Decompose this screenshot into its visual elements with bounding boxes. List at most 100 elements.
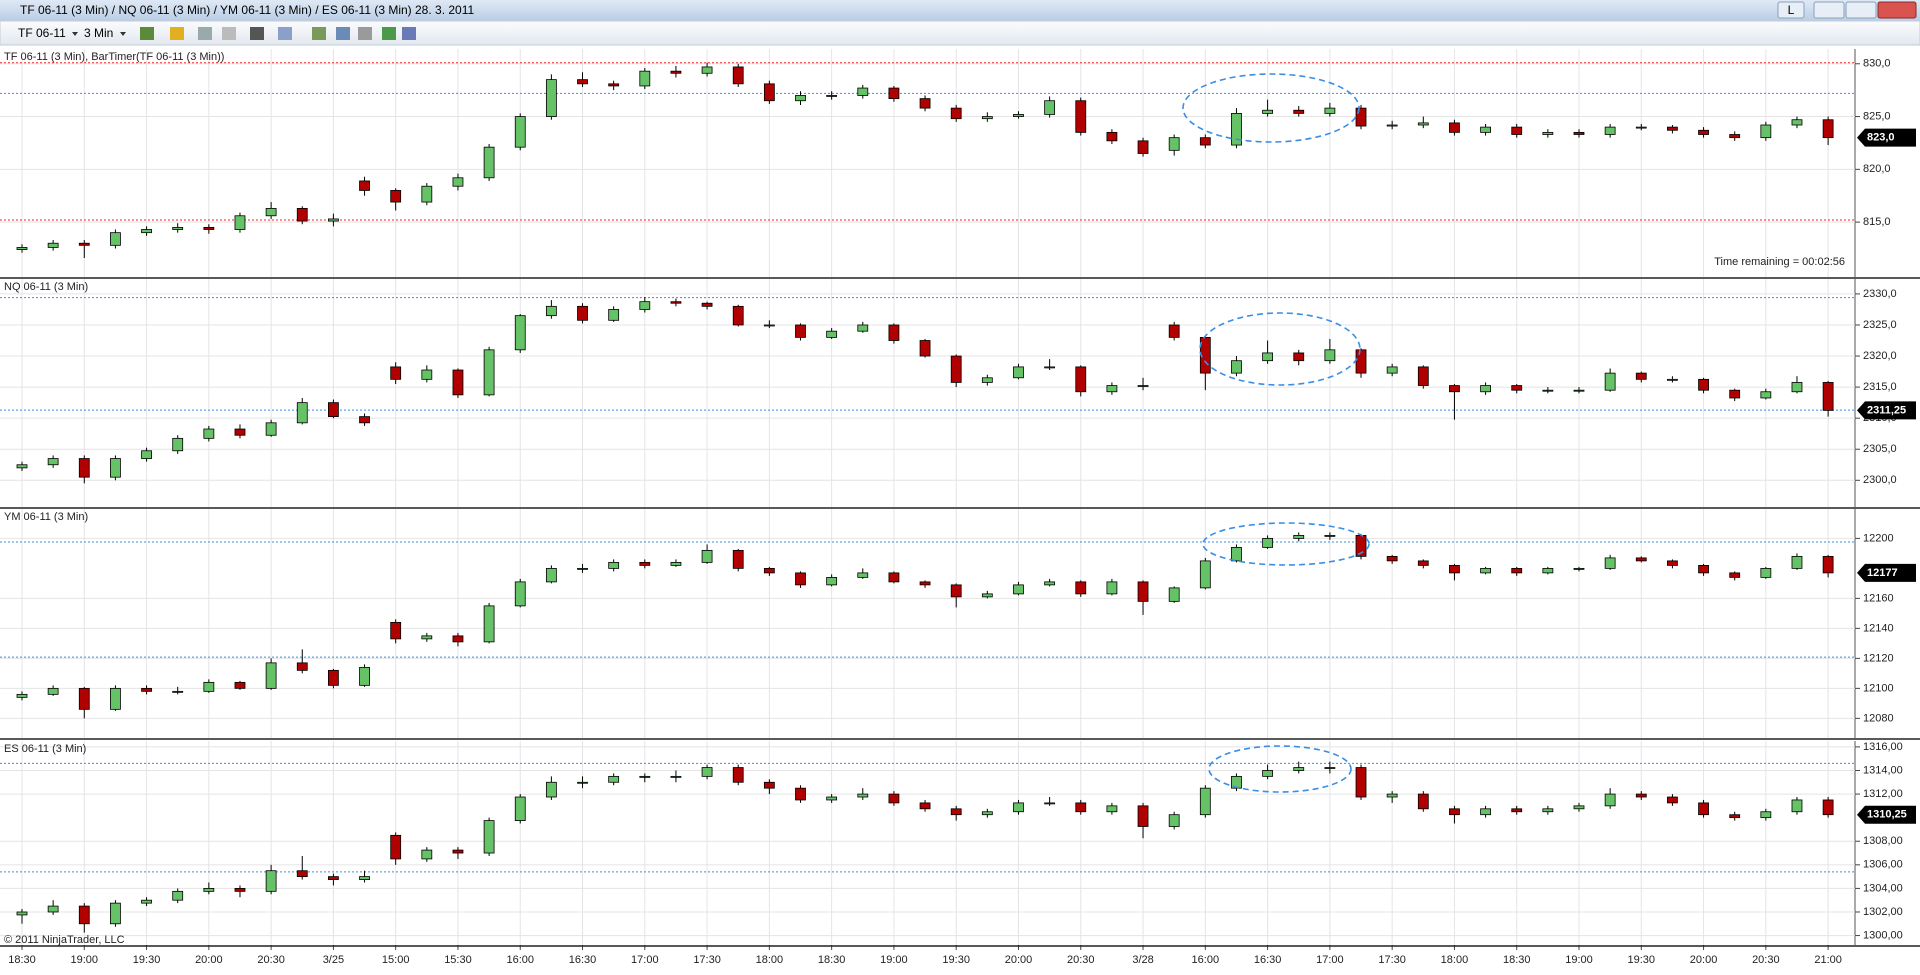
candle-body (1542, 389, 1554, 392)
x-tick-label: 15:30 (444, 954, 472, 966)
candle-body (1075, 581, 1087, 595)
y-tick-label: 2330,0 (1863, 288, 1897, 300)
strategy-icon[interactable] (336, 27, 350, 40)
x-tick-label: 3/25 (323, 954, 344, 966)
candle-body (1137, 581, 1149, 602)
candle-body (1168, 137, 1180, 151)
candle-body (1760, 124, 1772, 139)
x-tick-label: 20:00 (1005, 954, 1033, 966)
y-tick-label: 2315,0 (1863, 381, 1897, 393)
indicator-icon[interactable] (312, 27, 326, 40)
panel-label: NQ 06-11 (3 Min) (4, 281, 88, 293)
candle-body (545, 781, 557, 798)
minimize-button[interactable] (1813, 1, 1845, 19)
candle-body (1822, 119, 1834, 139)
dropdown-arrow[interactable] (72, 32, 78, 36)
ellipse-drawing[interactable] (1199, 312, 1361, 386)
candle-body (110, 232, 121, 246)
ellipse-drawing[interactable] (1208, 745, 1352, 793)
candle-body (1667, 796, 1678, 804)
candle-body (732, 305, 744, 326)
candle-body (452, 369, 464, 396)
candle-body (172, 226, 184, 230)
data-icon[interactable] (382, 27, 396, 40)
candle-body (390, 834, 402, 860)
x-tick-label: 17:00 (631, 954, 659, 966)
zoom-icon[interactable] (278, 27, 292, 40)
candle-body (950, 584, 962, 598)
x-tick-label: 19:30 (1628, 954, 1656, 966)
y-tick-label: 825,0 (1863, 110, 1891, 122)
candle-body (483, 820, 495, 854)
dropdown-arrow[interactable] (120, 32, 126, 36)
instrument-selector[interactable]: TF 06-11 (18, 26, 66, 40)
tool-icon[interactable] (222, 27, 236, 40)
candle-body (1542, 131, 1554, 135)
x-tick-label: 18:00 (756, 954, 784, 966)
candle-body (888, 87, 900, 100)
candle-body (1449, 122, 1460, 133)
candle-body (639, 70, 651, 87)
candle-body (265, 207, 277, 217)
candle-body (1635, 372, 1647, 380)
template-icon[interactable] (402, 27, 416, 40)
ellipse-drawing[interactable] (1202, 522, 1370, 566)
candle-body (1449, 808, 1460, 816)
candle-body (981, 811, 993, 816)
candle-body (514, 315, 526, 351)
candle-body (452, 849, 464, 854)
l-button-label[interactable]: L (1788, 3, 1795, 17)
candle-body (359, 416, 370, 424)
y-tick-label: 12200 (1863, 532, 1894, 544)
ellipse-drawing[interactable] (1182, 73, 1360, 143)
y-tick-label: 2300,0 (1863, 474, 1897, 486)
candle-body (1355, 349, 1367, 374)
x-tick-label: 19:30 (133, 954, 161, 966)
last-price-marker (1857, 563, 1916, 582)
y-tick-label: 12160 (1863, 592, 1894, 604)
tool-icon[interactable] (198, 27, 212, 40)
toolbar-icons (140, 27, 416, 40)
candle-body (452, 177, 464, 187)
candle-body (1511, 385, 1523, 391)
candle-body (701, 549, 713, 563)
candle-body (732, 549, 744, 569)
candle-body (1013, 802, 1024, 813)
candle-body (1199, 560, 1211, 589)
candle-body (1106, 131, 1118, 142)
l-button[interactable] (1777, 1, 1805, 19)
candle-body (1667, 560, 1678, 566)
x-tick-label: 19:00 (71, 954, 99, 966)
y-tick-label: 1312,00 (1863, 788, 1903, 800)
candle-body (1511, 126, 1523, 135)
bar-type-icon[interactable] (140, 27, 154, 40)
y-tick-label: 815,0 (1863, 216, 1891, 228)
candle-body (1137, 385, 1149, 387)
x-tick-label: 21:00 (1814, 954, 1842, 966)
crosshair-icon[interactable] (250, 27, 264, 40)
plots: 18:30 19:00 19:30 20:00 20:30 3/25 15:00 15:30 1… (0, 49, 1920, 966)
candle-body (78, 242, 90, 246)
candle-body (1449, 564, 1460, 574)
candle-body (1760, 811, 1772, 819)
pencil-icon[interactable] (170, 27, 184, 40)
candle-body (421, 849, 433, 860)
candle-body (639, 301, 651, 310)
candle-body (265, 662, 277, 689)
candle-body (1262, 537, 1273, 548)
candle-body (608, 83, 620, 87)
properties-icon[interactable] (358, 27, 372, 40)
close-button[interactable] (1877, 1, 1917, 19)
x-tick-label: 17:00 (1316, 954, 1344, 966)
candle-body (1573, 389, 1585, 392)
candle-body (203, 428, 215, 439)
panel-label: ES 06-11 (3 Min) (4, 743, 86, 755)
last-price-label: 12177 (1867, 567, 1898, 579)
interval-selector[interactable]: 3 Min (84, 26, 113, 40)
maximize-button[interactable] (1845, 1, 1877, 19)
x-tick-label: 16:30 (569, 954, 597, 966)
candle-body (1044, 581, 1056, 586)
candle-body (203, 887, 215, 892)
candle-body (639, 775, 651, 778)
